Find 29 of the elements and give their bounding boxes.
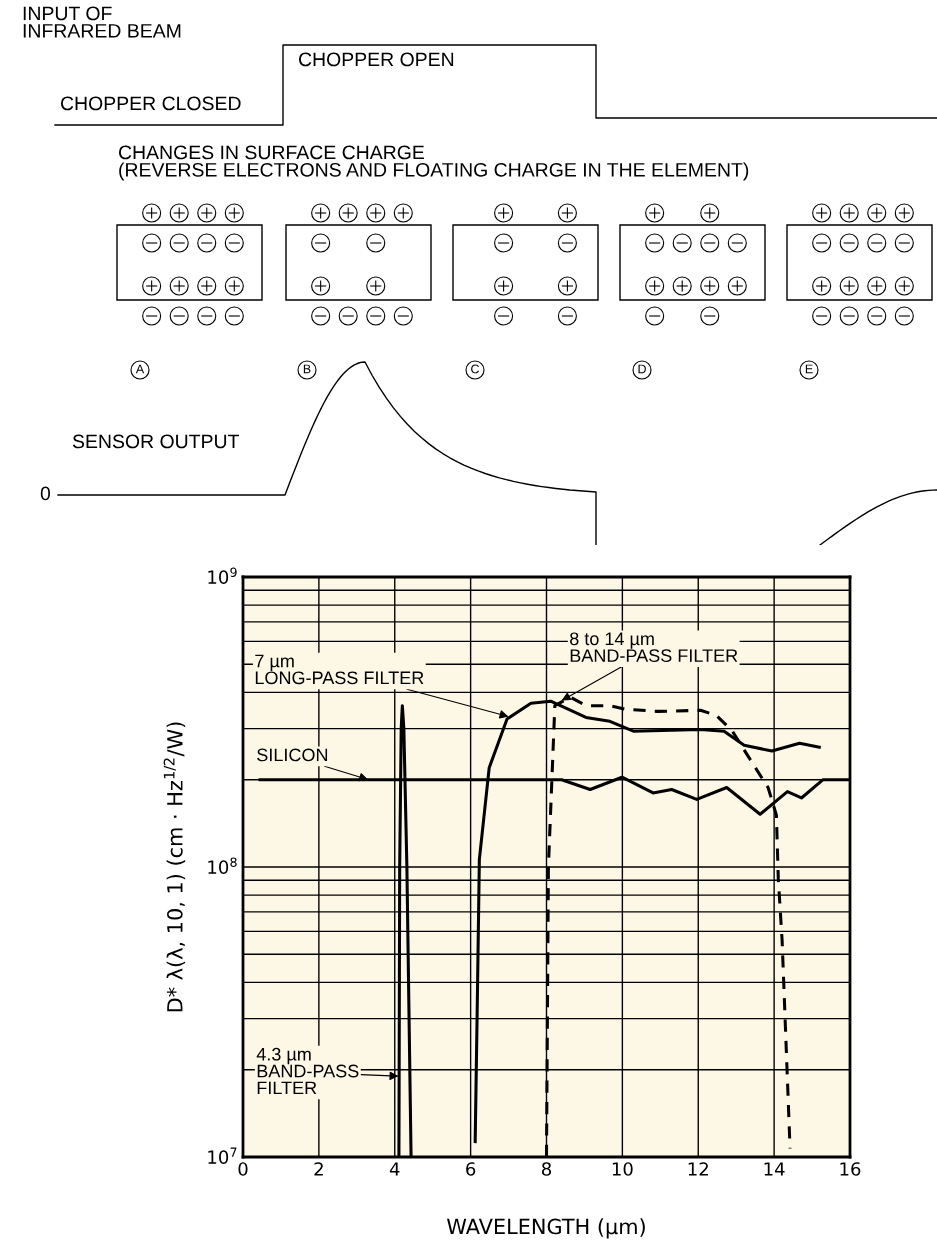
x-tick-label: 6 [466,1162,476,1176]
text: D [638,364,646,374]
text: INPUT OF INFRARED BEAM [23,6,181,38]
series-label: 8 to 14 µm BAND-PASS FILTER [570,632,738,662]
x-tick-label: 10 [612,1162,633,1176]
x-axis-title: WAVELENGTH (µm) [447,1218,645,1239]
x-tick-label: 4 [389,1162,400,1176]
text: 0 [40,486,51,501]
y-tick-label: 10$^{9}$ [208,567,237,584]
x-tick-label: 8 [541,1162,552,1176]
y-tick-label: 10$^{7}$ [208,1147,237,1164]
text: CHOPPER CLOSED [60,96,241,111]
y-axis-title: D* λ(λ, 10, 1) (cm · Hz$^{1/2}$/W) [163,722,186,1012]
text: 7 µm LONG-PASS FILTER [255,654,424,685]
text: B [303,364,311,374]
x-tick-label: 0 [238,1162,248,1176]
text: A [135,364,145,374]
x-tick-label: 12 [688,1162,708,1176]
x-tick-label: 2 [314,1162,323,1176]
x-tick-label: 16 [840,1162,861,1176]
text: CHOPPER OPEN [298,52,454,67]
x-tick-label: 14 [764,1162,785,1176]
y-tick-label: 10$^{8}$ [208,857,237,874]
text: SENSOR OUTPUT [72,434,240,449]
series-label: SILICON [257,748,328,762]
text: CHANGES IN SURFACE CHARGE (REVERSE ELECTRONS AND FLOATING CHARGE IN THE ELEMENT) [118,145,749,181]
legend-label: 4.3 µm BAND-PASS FILTER [256,1047,359,1095]
text: C [471,364,480,374]
text: E [805,364,813,374]
